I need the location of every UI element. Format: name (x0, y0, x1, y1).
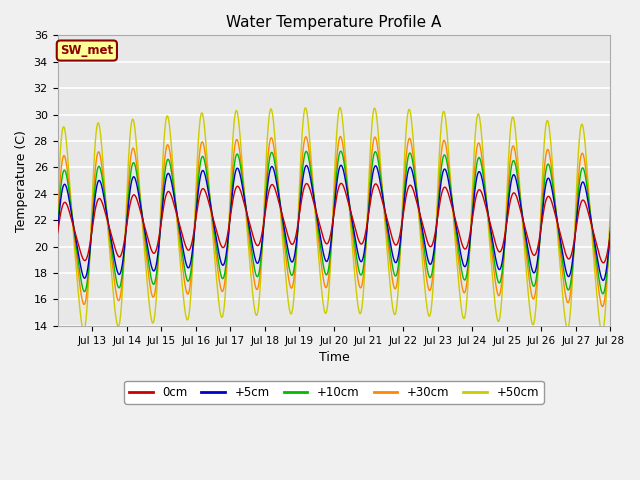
Y-axis label: Temperature (C): Temperature (C) (15, 130, 28, 231)
Text: SW_met: SW_met (60, 44, 113, 57)
X-axis label: Time: Time (319, 351, 349, 364)
Title: Water Temperature Profile A: Water Temperature Profile A (227, 15, 442, 30)
Legend: 0cm, +5cm, +10cm, +30cm, +50cm: 0cm, +5cm, +10cm, +30cm, +50cm (124, 381, 543, 404)
